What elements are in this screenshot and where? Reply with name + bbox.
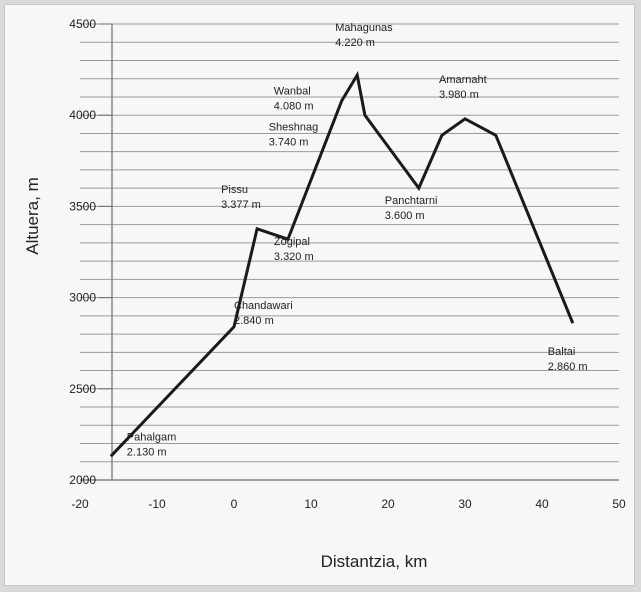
y-tick-label: 2000 bbox=[69, 473, 96, 487]
y-tick-labels: 2000 2500 3000 3500 4000 4500 bbox=[69, 17, 112, 487]
gridlines bbox=[80, 23, 619, 463]
axes bbox=[80, 24, 619, 481]
annotation-value: 3.600 m bbox=[385, 210, 425, 222]
annotation-name: Amarnaht bbox=[439, 74, 487, 86]
series-line bbox=[109, 70, 575, 458]
x-tick-label: 50 bbox=[612, 497, 626, 511]
annotation-value: 3.320 m bbox=[274, 251, 314, 263]
annotation-value: 2.860 m bbox=[548, 361, 588, 373]
y-tick-label: 4000 bbox=[69, 108, 96, 122]
x-tick-label: 20 bbox=[381, 497, 395, 511]
annotation-value: 2.840 m bbox=[234, 315, 274, 327]
annotation-value: 2.130 m bbox=[127, 446, 167, 458]
x-tick-label: 0 bbox=[231, 497, 238, 511]
annotation-value: 3.740 m bbox=[269, 137, 309, 149]
annotation-value: 3.980 m bbox=[439, 89, 479, 101]
annotation-value: 3.377 m bbox=[221, 199, 261, 211]
annotation-value: 4.080 m bbox=[274, 101, 314, 113]
annotation-name: Sheshnag bbox=[269, 122, 319, 134]
chart-frame bbox=[4, 4, 635, 586]
y-tick-label: 4500 bbox=[69, 17, 96, 31]
annotation-name: Pissu bbox=[221, 184, 248, 196]
x-tick-label: 30 bbox=[458, 497, 472, 511]
y-tick-label: 3000 bbox=[69, 291, 96, 305]
x-axis-title: Distantzia, km bbox=[321, 552, 428, 571]
y-tick-label: 3500 bbox=[69, 199, 96, 213]
annotation-name: Baltai bbox=[548, 346, 576, 358]
x-tick-label: -20 bbox=[71, 497, 89, 511]
annotation-name: Panchtarni bbox=[385, 195, 438, 207]
annotation-name: Wanbal bbox=[274, 86, 311, 98]
y-tick-label: 2500 bbox=[69, 382, 96, 396]
annotation-value: 4.220 m bbox=[335, 37, 375, 49]
annotation-name: Mahagunas bbox=[335, 22, 393, 34]
x-tick-labels: -20 -10 0 10 20 30 40 50 bbox=[71, 497, 626, 511]
annotation-name: Zogipal bbox=[274, 236, 310, 248]
annotation-name: Chandawari bbox=[234, 300, 293, 312]
y-axis-title: Altuera, m bbox=[23, 177, 42, 254]
annotation-name: Pahalgam bbox=[127, 431, 177, 443]
x-tick-label: -10 bbox=[148, 497, 166, 511]
annotations: Pahalgam 2.130 m Chandawari 2.840 m Pissu 3.3… bbox=[127, 22, 588, 458]
series bbox=[109, 70, 575, 458]
x-tick-label: 40 bbox=[535, 497, 549, 511]
x-tick-label: 10 bbox=[304, 497, 318, 511]
